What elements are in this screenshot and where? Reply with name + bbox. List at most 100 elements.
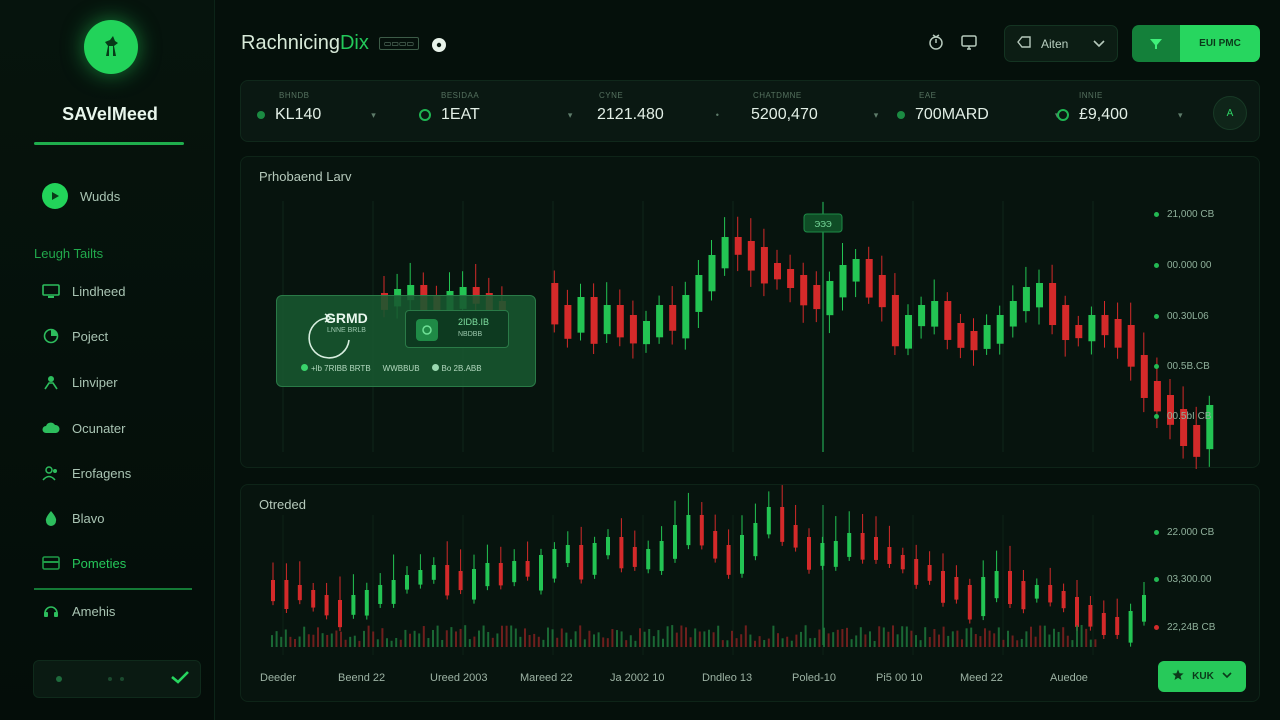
stat-item[interactable]: CYNE 2121.480 •	[577, 91, 719, 135]
monitor-icon	[42, 282, 60, 300]
volume-bar	[965, 628, 968, 647]
status-dot	[56, 676, 62, 682]
check-icon[interactable]	[170, 669, 190, 690]
nav-item-lindheed[interactable]: Lindheed	[42, 277, 202, 305]
volume-bar	[606, 638, 609, 647]
candle-body	[552, 549, 557, 579]
volume-bar	[551, 629, 554, 647]
volume-bar	[510, 625, 513, 647]
headset-icon	[42, 602, 60, 620]
volume-bar	[1071, 640, 1074, 647]
chevron-down-icon	[1093, 37, 1105, 51]
y-axis-label: 00.30L06	[1154, 311, 1209, 322]
stats-settings-button[interactable]: A	[1213, 96, 1247, 130]
chevron-icon: ▾	[567, 109, 573, 120]
chart-mode-button[interactable]: KUK	[1158, 661, 1246, 692]
candle-body	[713, 531, 718, 559]
volume-bar	[593, 634, 595, 647]
volume-bar	[901, 626, 904, 647]
filter-icon	[1132, 25, 1180, 62]
candle-body	[1153, 381, 1161, 412]
candle-body	[753, 523, 758, 557]
stat-item[interactable]: BHNDB KL140 ▾	[257, 91, 376, 135]
candle-body	[565, 545, 570, 564]
nav-item-primary[interactable]: Wudds	[42, 182, 202, 210]
brand-logo[interactable]	[84, 20, 138, 74]
candle-body	[351, 595, 356, 615]
candle-body	[1206, 405, 1214, 450]
volume-bar	[873, 640, 876, 647]
volume-bar	[413, 630, 416, 647]
volume-bar	[1007, 630, 1009, 647]
crosshair-marker	[803, 213, 843, 233]
brand-underline	[34, 142, 184, 145]
candle-body	[1180, 409, 1188, 447]
volume-bar	[919, 640, 922, 647]
candle-body	[1101, 315, 1109, 336]
nav-item-label: Amehis	[72, 603, 116, 619]
candle-body	[1022, 287, 1030, 312]
volume-bar	[726, 640, 729, 647]
volume-bar	[869, 631, 871, 647]
volume-bar	[744, 625, 747, 647]
chevron-icon: ▾	[1177, 109, 1183, 120]
volume-bar	[827, 633, 830, 647]
volume-bar	[625, 640, 628, 647]
volume-bar	[611, 629, 614, 647]
nav-item-ocunater[interactable]: Ocunater	[42, 414, 202, 442]
candle-body	[1115, 617, 1120, 635]
timer-icon[interactable]	[927, 33, 945, 51]
volume-bar	[418, 633, 421, 647]
nav-item-linviper[interactable]: Linviper	[42, 368, 202, 396]
nav-item-pometies[interactable]: Pometies	[42, 549, 202, 577]
candle-body	[391, 580, 396, 604]
stat-item[interactable]: EAE 700MARD ▾	[897, 91, 1059, 135]
candle-body	[820, 543, 825, 566]
volume-bar	[735, 638, 738, 647]
candle-body	[708, 255, 716, 292]
alert-dropdown[interactable]: Aiten	[1004, 25, 1118, 62]
overlay-foot-1: +lb 7RIBB BRTB	[311, 364, 371, 373]
chevron-icon: ▾	[873, 109, 879, 120]
stat-item[interactable]: CHATDMNE 5200,470 ▾	[731, 91, 878, 135]
candle-body	[603, 305, 611, 335]
monitor-icon[interactable]	[960, 33, 978, 51]
volume-bar	[468, 639, 471, 647]
candle-body	[1127, 325, 1135, 367]
stat-item[interactable]: INNIE £9,400 ▾	[1057, 91, 1182, 135]
volume-bar	[491, 637, 494, 647]
stat-ring	[1057, 109, 1069, 121]
candle-body	[967, 585, 972, 620]
nav-divider	[34, 588, 192, 590]
info-icon[interactable]	[432, 38, 446, 52]
volume-bar	[859, 627, 862, 647]
stat-label: CYNE	[599, 91, 624, 100]
stat-item[interactable]: BESIDAA 1EAT ▾	[419, 91, 572, 135]
volume-bar	[979, 636, 982, 647]
volume-bar	[450, 627, 453, 647]
tag-icon	[1017, 36, 1031, 51]
volume-bar	[997, 627, 1000, 647]
candle-body	[1140, 355, 1148, 398]
nav-item-poject[interactable]: Poject	[42, 322, 202, 350]
pagination-dots[interactable]	[108, 677, 124, 681]
overlay-title: GRMD	[325, 310, 368, 326]
nav-item-blavo[interactable]: Blavo	[42, 504, 202, 532]
chevron-icon: •	[715, 110, 719, 120]
sidebar-footer	[33, 660, 201, 698]
volume-bar	[1057, 631, 1060, 647]
candle-body	[431, 565, 436, 580]
primary-action-button[interactable]: EUI PMC	[1132, 25, 1260, 62]
candle-body	[957, 323, 965, 348]
volume-bar	[639, 628, 641, 647]
candle-body	[860, 533, 865, 560]
volume-bar	[961, 639, 963, 647]
volume-candlestick-chart[interactable]	[241, 485, 1261, 703]
play-icon	[42, 183, 68, 209]
summary-overlay-card[interactable]: GRMD LNNE BRLB 2IDB.IB NBDBB +lb 7RIBB B…	[276, 295, 536, 387]
nav-item-erofagens[interactable]: Erofagens	[42, 459, 202, 487]
volume-bar	[731, 630, 733, 647]
candle-body	[405, 575, 409, 590]
nav-item-amehis[interactable]: Amehis	[42, 597, 202, 625]
candle-body	[905, 315, 912, 349]
